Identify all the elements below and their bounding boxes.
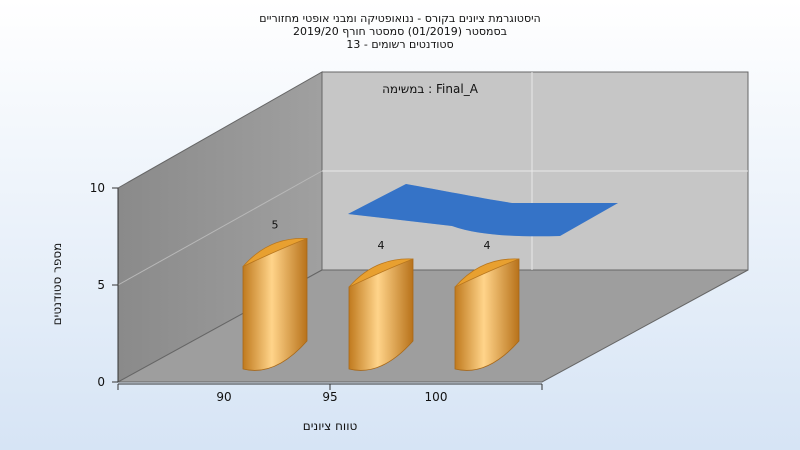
bar-top-100 [454, 258, 520, 288]
series-area [348, 184, 618, 237]
bar-top-90 [242, 238, 308, 267]
series-area-shade [348, 184, 618, 237]
data-label: 4 [484, 239, 491, 252]
data-label: 4 [378, 239, 385, 252]
chart-title-line-3: סטודנטים רשומים - 13 [346, 38, 454, 51]
chart-title-line-2: בסמסטר (01/2019) סמסטר חורף 2019/20 [293, 25, 507, 38]
y-tick-label: 5 [97, 278, 105, 292]
left-wall-gridline [117, 170, 323, 286]
data-label: 5 [272, 219, 279, 232]
legend-label: במשימה : Final_A [382, 82, 479, 96]
x-tick-label: 95 [322, 390, 337, 404]
y-axis-title: מספר סטודנטים [50, 243, 64, 326]
x-tick-label: 100 [425, 390, 448, 404]
x-tick-label: 90 [216, 390, 231, 404]
bars-group: 5 4 4 [242, 219, 520, 371]
chart-title-line-1: היסטוגרמת ציונים בקורס - ננואופטיקה ומבנ… [259, 12, 541, 25]
y-tick-label: 10 [90, 181, 105, 195]
y-tick-label: 0 [97, 375, 105, 389]
x-axis-title: טווח ציונים [303, 419, 358, 433]
bar-top-95 [348, 258, 414, 288]
